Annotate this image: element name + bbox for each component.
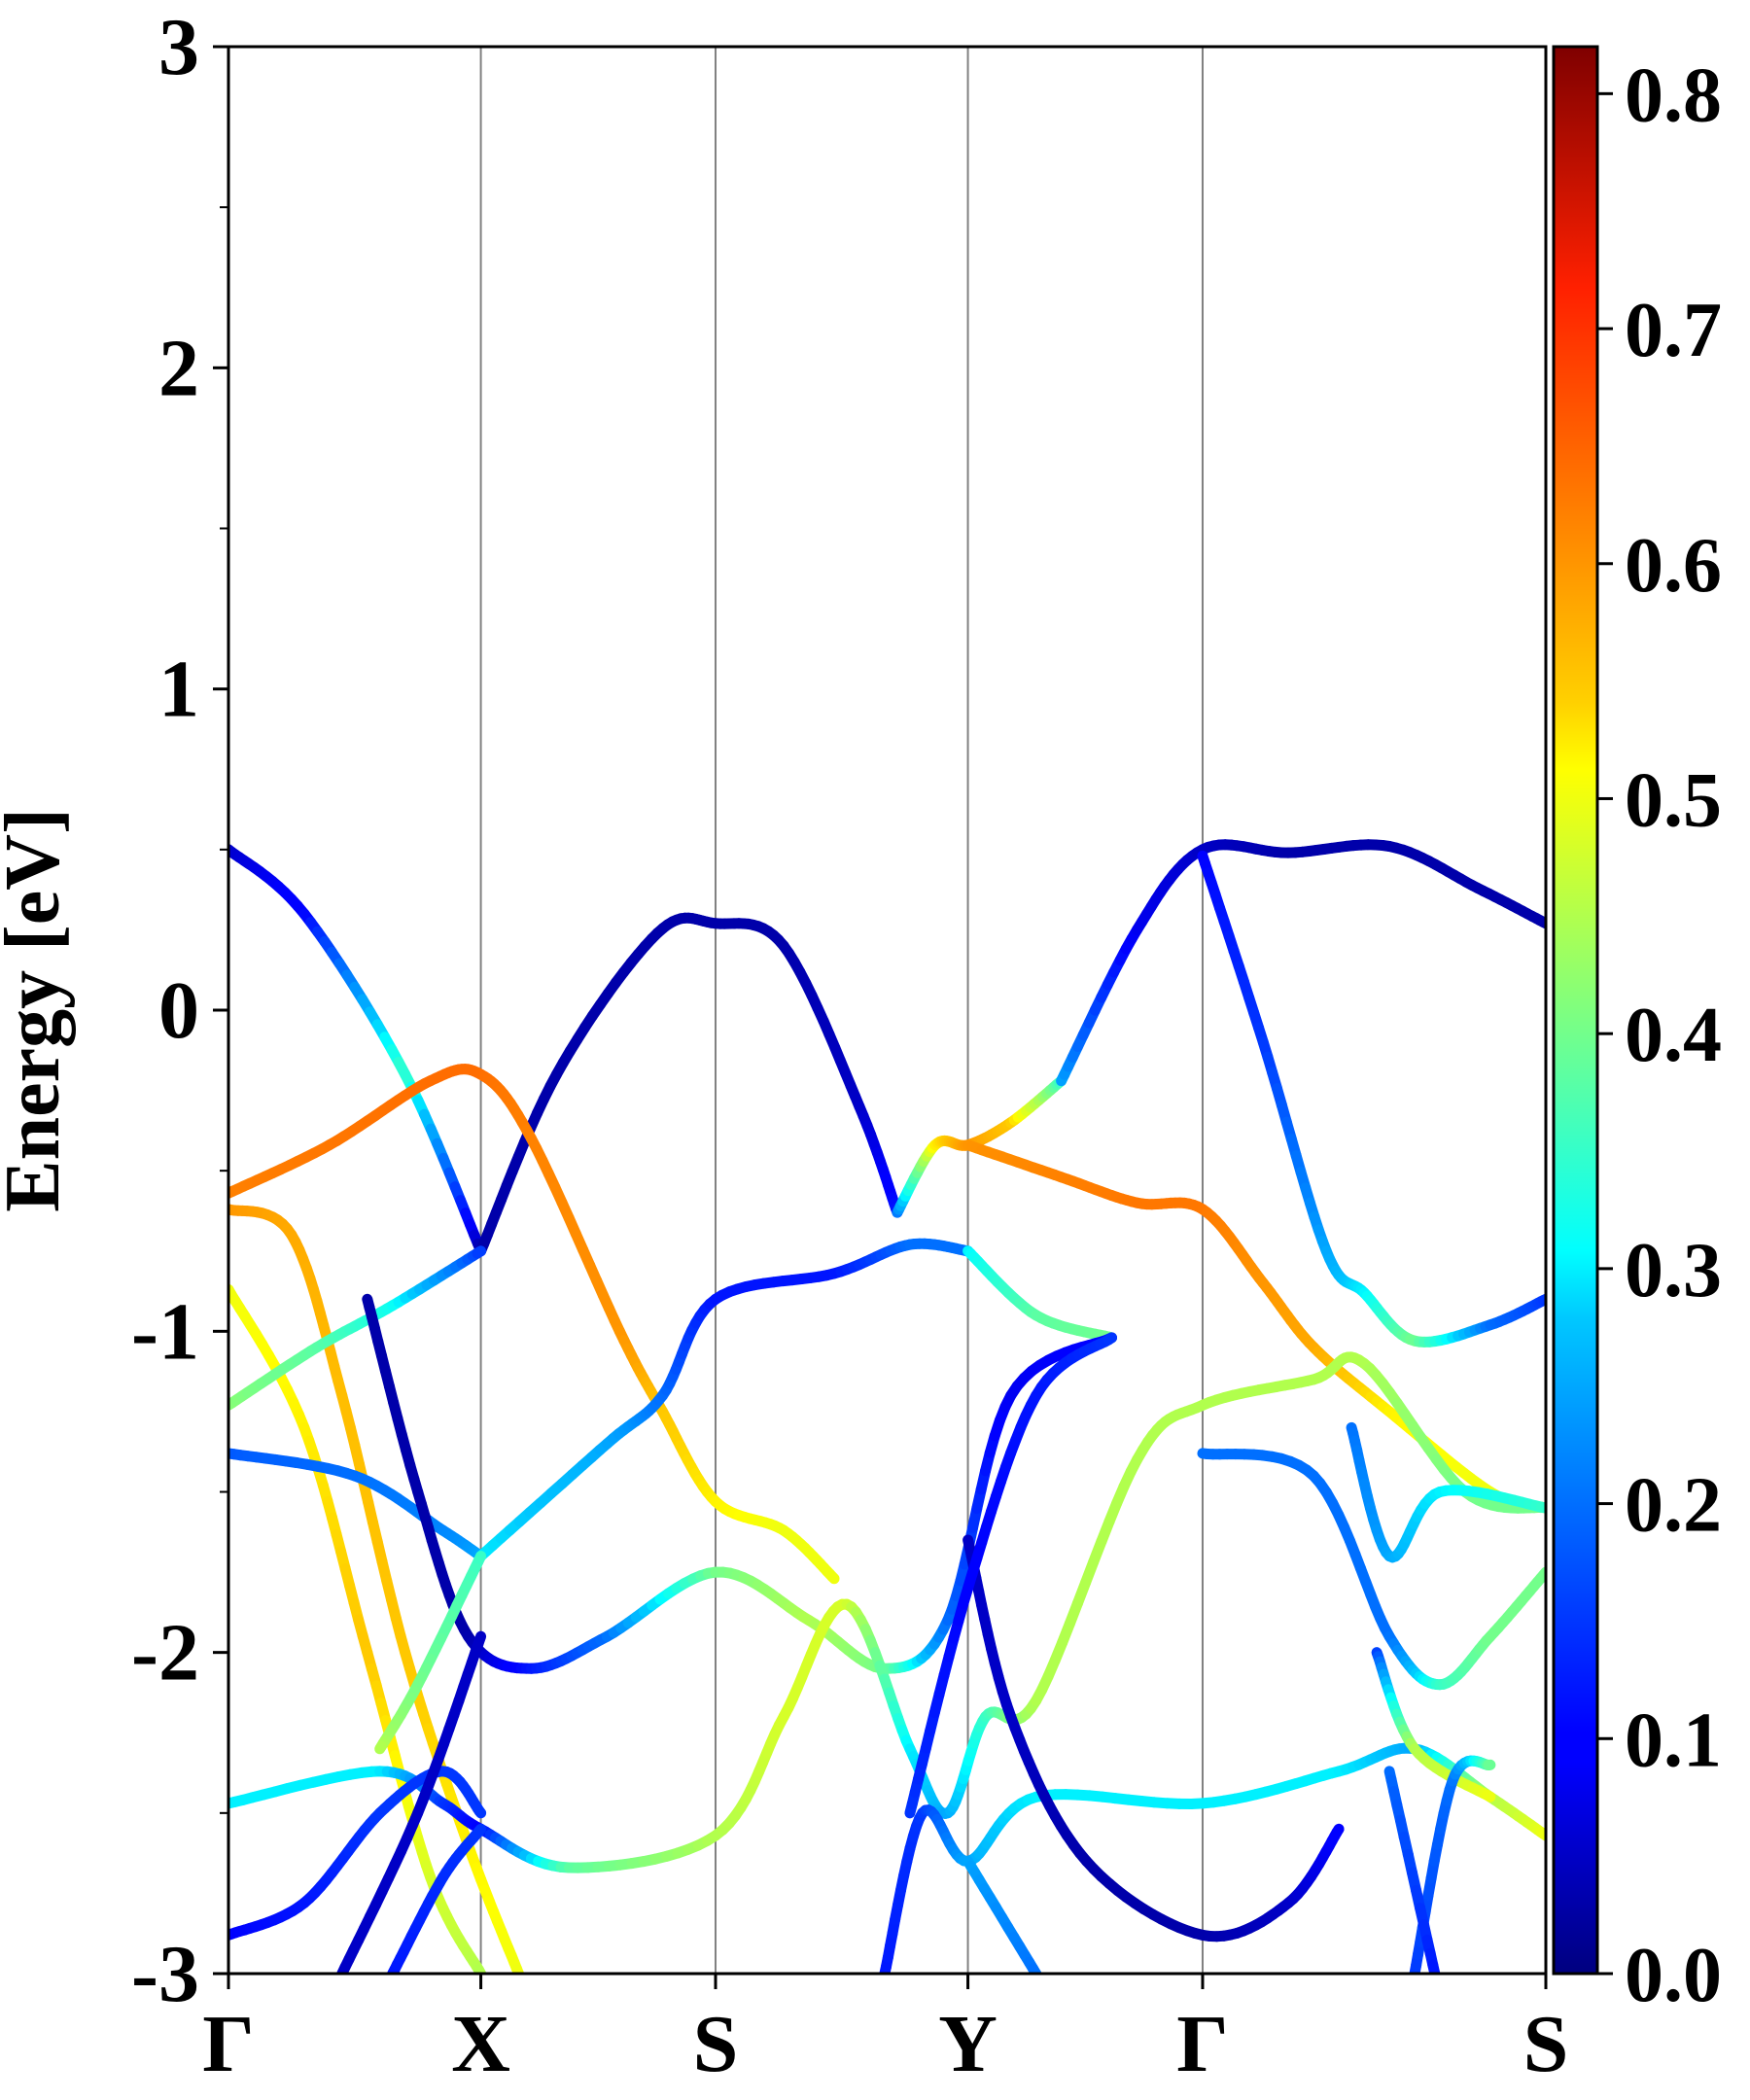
colorbar-tick-label: 0.6 — [1625, 523, 1722, 609]
colorbar-tick-label: 0.4 — [1625, 993, 1722, 1078]
band-series — [879, 1742, 1546, 1974]
y-tick-label: 1 — [158, 645, 199, 735]
y-tick-label: 0 — [158, 965, 199, 1056]
y-tick-label: -2 — [131, 1608, 199, 1698]
band-series — [228, 1766, 487, 1941]
band-series — [1371, 1647, 1496, 1802]
band-series — [336, 1630, 487, 1974]
band-series — [1197, 850, 1546, 1348]
x-tick-label: X — [451, 1999, 510, 2089]
band-segment — [826, 1571, 840, 1585]
band-series — [228, 844, 487, 1257]
band-segment — [374, 1740, 387, 1755]
band-series — [228, 1448, 487, 1562]
band-series — [892, 1075, 1068, 1218]
y-tick-label: -3 — [131, 1929, 199, 2019]
y-tick-label: 3 — [158, 2, 199, 92]
band-series — [962, 1534, 1345, 1942]
colorbar-tick-label: 0.3 — [1625, 1228, 1722, 1313]
band-series — [1346, 1421, 1546, 1563]
x-tick-label: Y — [938, 1999, 998, 2089]
colorbar-tick-label: 0.1 — [1625, 1698, 1722, 1783]
band-segment — [1331, 1823, 1345, 1838]
band-segment — [473, 1805, 487, 1819]
x-tick-label: S — [693, 1999, 739, 2089]
band-segment — [472, 1245, 487, 1259]
band-series — [228, 1245, 487, 1411]
band-series — [962, 1245, 1117, 1344]
band-series — [904, 1332, 1117, 1819]
band-segment — [473, 1823, 487, 1837]
band-series — [1197, 1448, 1546, 1691]
colorbar-tick-label: 0.5 — [1625, 757, 1722, 843]
x-tick-label: Γ — [202, 1999, 254, 2089]
y-axis: 3 2 1 0 -1 -2 -3 — [131, 2, 228, 2019]
y-axis-label: Energy [eV] — [0, 808, 76, 1211]
band-series — [228, 1064, 840, 1585]
x-tick-label: Γ — [1176, 1999, 1228, 2089]
colorbar-tick-label: 0.8 — [1625, 52, 1722, 138]
band-series — [475, 912, 903, 1257]
colorbar-ticks: 0.8 0.7 0.6 0.5 0.4 0.3 0.2 0.1 0.0 — [1597, 52, 1722, 2018]
band-series — [1056, 839, 1546, 1087]
band-segment — [472, 1630, 487, 1650]
y-tick-label: -1 — [131, 1286, 199, 1377]
band-series — [374, 1551, 487, 1755]
band-lines — [228, 839, 1546, 1974]
colorbar-tick-label: 0.0 — [1625, 1933, 1722, 2018]
x-tick-label: S — [1523, 1999, 1569, 2089]
band-segment — [1482, 1789, 1496, 1802]
band-segment — [1102, 1332, 1117, 1346]
colorbar-tick-label: 0.7 — [1625, 288, 1722, 373]
y-tick-label: 2 — [158, 323, 199, 413]
colorbar-tick-label: 0.2 — [1625, 1463, 1722, 1549]
band-series — [962, 1855, 1042, 1974]
band-series — [1383, 1766, 1441, 1974]
colorbar — [1552, 45, 1599, 1976]
